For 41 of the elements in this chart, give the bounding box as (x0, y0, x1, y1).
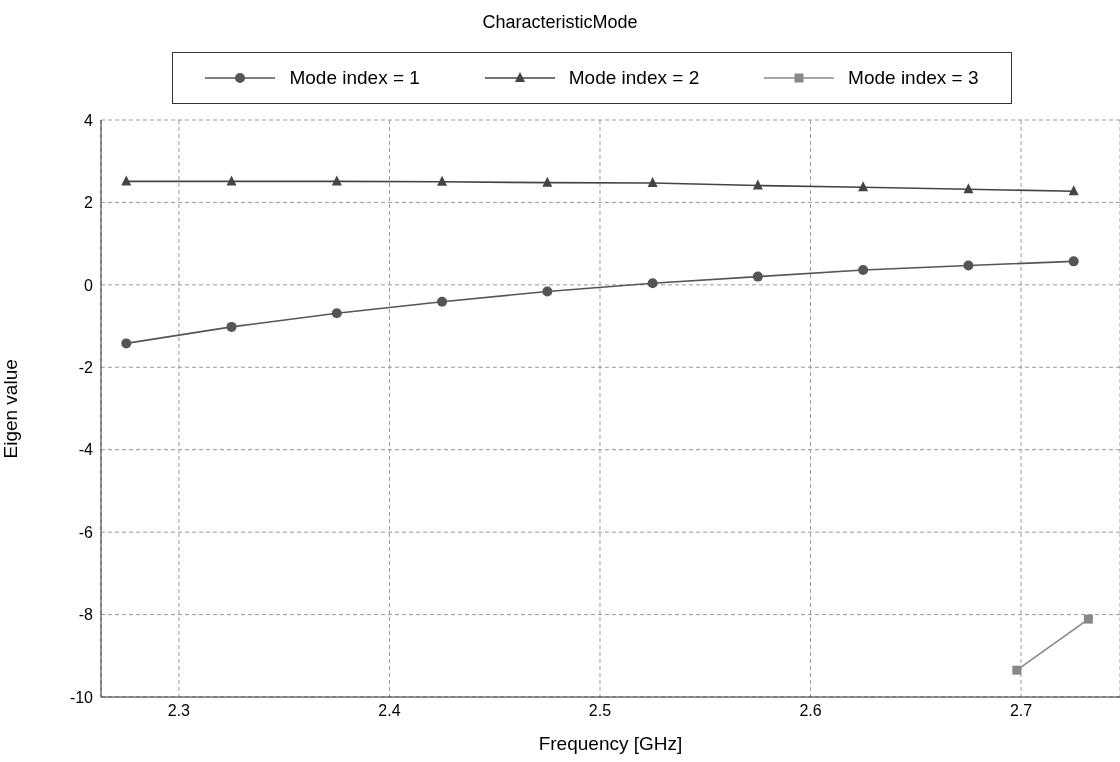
point (437, 175, 448, 186)
point (226, 321, 237, 332)
y-tick-label: -4 (78, 441, 94, 459)
point (226, 175, 237, 186)
legend-label: Mode index = 2 (568, 67, 700, 89)
y-tick-label: 2 (84, 194, 94, 212)
x-tick-label: 2.4 (378, 702, 401, 720)
point (647, 278, 658, 289)
x-tick-label: 2.7 (1009, 702, 1033, 720)
x-tick-label: 2.6 (799, 702, 822, 720)
point (858, 265, 869, 276)
point (647, 177, 658, 188)
x-axis-title: Frequency [GHz] (538, 733, 683, 754)
x-tick-label: 2.5 (588, 702, 612, 720)
point (752, 271, 763, 282)
point (1068, 256, 1079, 267)
chart-title: CharacteristicMode (481, 12, 639, 33)
point (1068, 185, 1079, 196)
x-tick-label: 2.3 (167, 702, 191, 720)
point (121, 175, 132, 186)
y-tick-label: -8 (78, 606, 94, 624)
y-tick-label: -6 (78, 523, 94, 541)
y-tick-label: -10 (69, 688, 94, 706)
point (437, 296, 448, 307)
point (1083, 614, 1093, 624)
y-axis-title: Eigen value (0, 359, 21, 459)
point (331, 308, 342, 319)
point (1012, 665, 1022, 675)
y-tick-label: 4 (84, 111, 94, 129)
point (963, 183, 974, 194)
point (542, 176, 553, 187)
legend-label: Mode index = 1 (289, 67, 420, 89)
point (331, 175, 342, 186)
legend-label: Mode index = 3 (848, 67, 979, 89)
point (963, 260, 974, 271)
point (858, 181, 869, 192)
y-tick-label: 0 (84, 276, 94, 294)
point (752, 179, 763, 190)
point (121, 338, 132, 349)
point (542, 286, 553, 297)
y-tick-label: -2 (78, 358, 94, 376)
